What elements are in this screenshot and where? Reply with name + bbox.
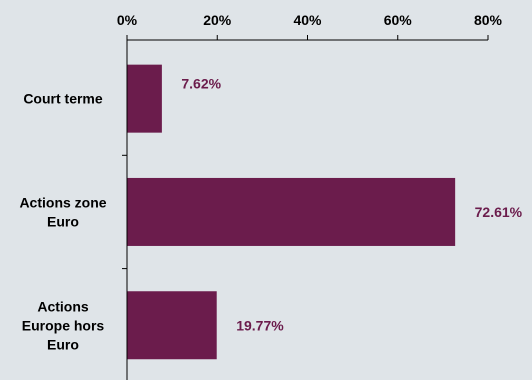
category-label-line: Actions zone <box>19 194 106 210</box>
category-label-line: Europe hors <box>22 317 105 333</box>
category-label-line: Court terme <box>23 91 103 107</box>
category-label: Actions zone Euro <box>19 194 106 229</box>
x-tick-label: 80% <box>474 12 503 28</box>
x-tick-label: 40% <box>293 12 322 28</box>
category-labels: Court terme Actions zone Euro Actions Europe… <box>19 91 106 353</box>
x-axis: 0% 20% 40% 60% 80% <box>117 12 503 380</box>
category-label-line: Euro <box>47 336 79 352</box>
data-label: 7.62% <box>181 76 221 92</box>
x-tick-label: 60% <box>384 12 413 28</box>
bar <box>127 64 162 133</box>
bars <box>127 64 456 360</box>
category-label: Court terme <box>23 91 103 107</box>
x-tick-label: 20% <box>203 12 232 28</box>
category-label: Actions Europe hors Euro <box>22 298 105 352</box>
category-label-line: Euro <box>47 213 79 229</box>
x-tick-label: 0% <box>117 12 138 28</box>
data-labels: 7.62% 72.61% 19.77% <box>181 76 522 334</box>
data-label: 72.61% <box>475 204 523 220</box>
bar <box>127 291 217 360</box>
data-label: 19.77% <box>236 317 284 333</box>
category-label-line: Actions <box>37 298 89 314</box>
bar <box>127 177 456 246</box>
